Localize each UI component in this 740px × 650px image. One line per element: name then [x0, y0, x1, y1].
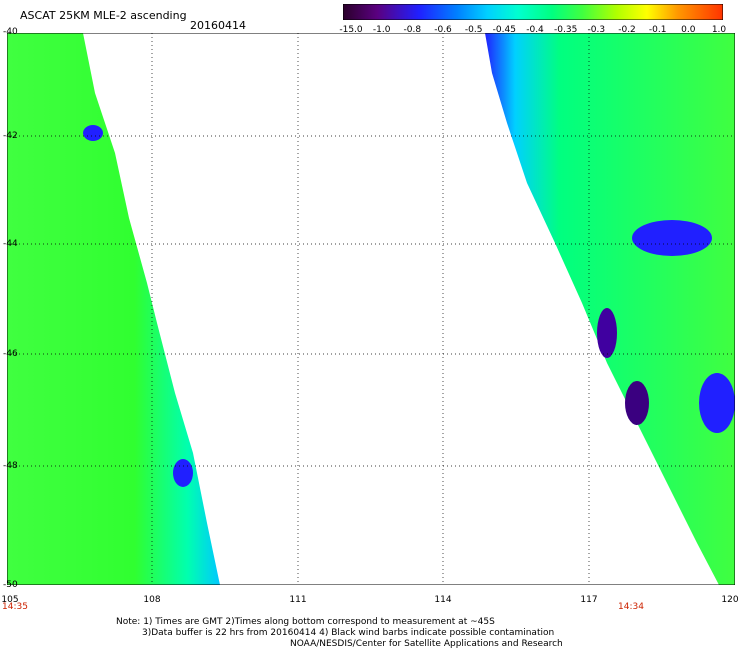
colorbar-tick-label: -0.4	[526, 25, 544, 35]
patch-right-1	[632, 220, 712, 256]
colorbar-tick-label: -0.1	[648, 25, 667, 35]
lon-label: 120	[721, 595, 739, 605]
lon-label: 117	[580, 595, 598, 605]
colorbar	[343, 4, 723, 20]
colorbar-tick-label: -0.2	[618, 25, 636, 35]
colorbar-tick-label: 0.0	[681, 25, 696, 35]
colorbar-tick-label: -0.6	[434, 25, 452, 35]
colorbar-tick-label: -0.3	[587, 25, 606, 35]
colorbar-tick-label: -0.45	[492, 25, 516, 35]
note-line-1: Note: 1) Times are GMT 2)Times along bot…	[116, 617, 495, 627]
map-date: 20160414	[190, 19, 246, 32]
time-label-left: 14:35	[2, 602, 28, 612]
lon-label: 111	[289, 595, 307, 605]
lat-label: -48	[3, 461, 18, 471]
left-swath	[7, 33, 220, 585]
grid-lines	[7, 33, 735, 585]
lat-label: -46	[3, 349, 18, 359]
lat-label: -50	[3, 580, 18, 590]
patch-left-1	[83, 125, 103, 141]
patch-right-3	[597, 308, 617, 358]
lat-label: -44	[3, 239, 18, 249]
patch-right-4	[625, 381, 649, 425]
map-title: ASCAT 25KM MLE-2 ascending	[20, 9, 187, 22]
right-swath	[485, 33, 735, 585]
note-line-3: NOAA/NESDIS/Center for Satellite Applica…	[290, 639, 563, 649]
lon-label: 105	[1, 595, 19, 605]
scatterometer-map	[7, 33, 735, 585]
time-label-right: 14:34	[618, 602, 644, 612]
lat-label: -42	[3, 131, 18, 141]
colorbar-tick-label: 1.0	[711, 25, 727, 35]
patch-left-2	[173, 459, 193, 487]
colorbar-tick-label: -0.5	[464, 25, 483, 35]
colorbar-tick-label: -0.35	[554, 25, 578, 35]
colorbar-tick-label: -1.0	[372, 25, 391, 35]
patch-right-2	[699, 373, 735, 433]
lat-label: -40	[3, 27, 18, 37]
colorbar-tick-label: -15.0	[339, 25, 363, 35]
colorbar-tick-label: -0.8	[403, 25, 422, 35]
lon-label: 108	[143, 595, 161, 605]
note-line-2: 3)Data buffer is 22 hrs from 20160414 4)…	[142, 628, 555, 638]
lon-label: 114	[434, 595, 452, 605]
